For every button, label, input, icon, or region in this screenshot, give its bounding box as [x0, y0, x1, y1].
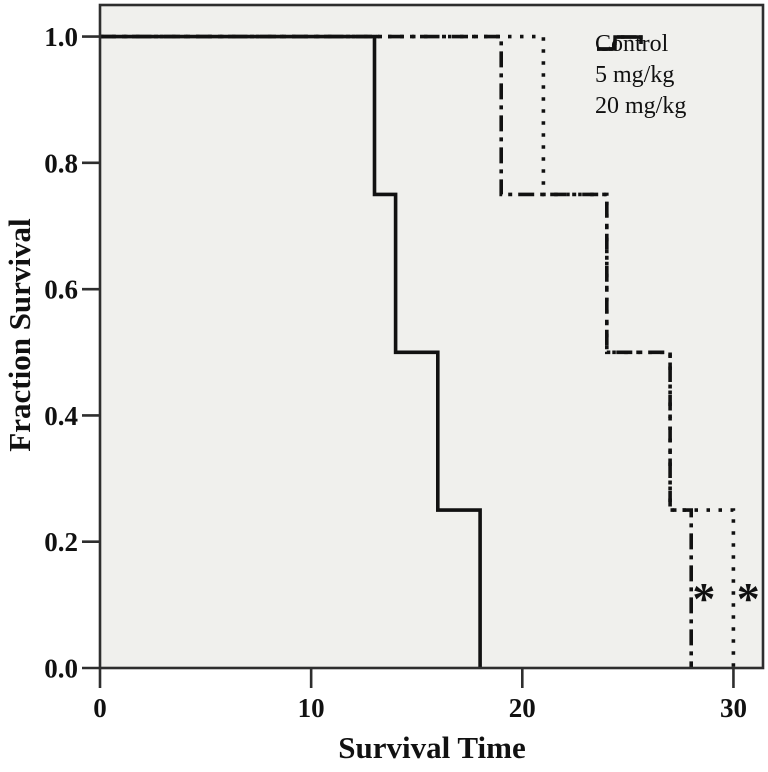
x-tick-label: 10 [298, 693, 325, 723]
y-tick-label: 0.2 [44, 527, 78, 557]
plot-frame [98, 3, 765, 670]
legend-item-5mgkg: 5 mg/kg [595, 35, 686, 88]
curve-control [100, 34, 482, 668]
legend: Control 5 mg/kg 20 mg/kg [595, 31, 686, 118]
legend-label: 5 mg/kg [595, 61, 675, 88]
y-axis-title: Fraction Survival [2, 218, 37, 452]
axis-ticks: 0 10 20 30 1.0 0.8 0.6 0.4 0.2 0.0 [44, 22, 747, 723]
x-tick-label: 20 [509, 693, 536, 723]
plot-area [100, 5, 763, 668]
y-tick-label: 0.4 [44, 401, 78, 431]
annotations: * * [692, 573, 759, 624]
survival-curves [100, 34, 736, 668]
y-tick-label: 0.8 [44, 148, 78, 178]
y-tick-label: 0.0 [44, 654, 78, 684]
y-tick-label: 0.6 [44, 275, 78, 305]
dotted-line-sample-icon [597, 35, 643, 51]
legend-item-20mgkg: 20 mg/kg [595, 35, 687, 119]
y-tick-label: 1.0 [44, 22, 78, 52]
x-axis-title: Survival Time [338, 730, 526, 765]
legend-label: 20 mg/kg [595, 92, 687, 119]
significance-asterisk: * [737, 573, 760, 624]
significance-asterisk: * [692, 573, 715, 624]
x-tick-label: 30 [720, 693, 747, 723]
x-tick-label: 0 [93, 693, 107, 723]
